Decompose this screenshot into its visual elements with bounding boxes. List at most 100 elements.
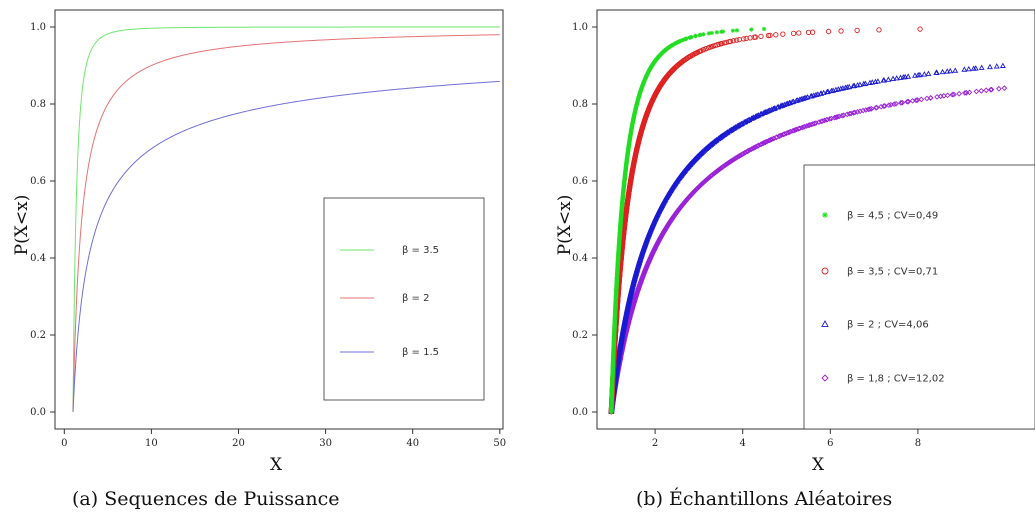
- panel-b-point: [778, 132, 784, 139]
- panel-b-point: [949, 91, 956, 98]
- panel-b-point: [899, 99, 906, 106]
- panel-b-point: [913, 97, 919, 104]
- panel-b-point: [916, 71, 923, 78]
- panel-b-point: [796, 30, 802, 36]
- panel-b-point: [813, 91, 820, 98]
- panel-b-caption: (b) Échantillons Aléatoires: [636, 488, 893, 510]
- panel-a-series-line-3: [72, 80, 500, 413]
- panel-b-point: [869, 79, 876, 85]
- panel-a-x-tick-label: 50: [493, 438, 506, 449]
- panel-b-point: [831, 114, 838, 121]
- panel-a-x-tick-label: 20: [232, 438, 245, 449]
- panel-a-series-line-2: [72, 34, 500, 412]
- panel-b-point: [670, 42, 676, 47]
- panel-b-x-tick-label: 2: [652, 438, 658, 449]
- panel-b-point: [796, 125, 803, 132]
- panel-b-point: [852, 109, 858, 116]
- panel-a-x-tick-label: 40: [406, 438, 419, 449]
- panel-b-point: [947, 67, 954, 74]
- panel-b-point: [766, 137, 773, 144]
- panel-b-legend-marker: [821, 374, 829, 382]
- panel-b-point: [952, 67, 959, 73]
- panel-b-point: [944, 68, 951, 74]
- panel-b-legend-label: β = 3,5 ; CV=0,71: [847, 267, 938, 278]
- panel-b-point: [881, 103, 887, 109]
- panel-b-point: [769, 136, 775, 143]
- panel-b-point: [951, 91, 957, 98]
- panel-b-point: [876, 27, 882, 33]
- panel-b-point: [927, 95, 934, 101]
- panel-b-point: [736, 36, 742, 43]
- panel-b-point: [799, 124, 806, 131]
- panel-a-caption: (a) Sequences de Puissance: [72, 488, 340, 510]
- panel-b-point: [733, 37, 740, 43]
- panel-b-legend-marker: [821, 267, 829, 275]
- panel-b-point: [965, 65, 972, 72]
- panel-b-series-1: [609, 26, 767, 415]
- panel-b-point: [867, 106, 873, 112]
- panel-b-point: [993, 63, 1000, 69]
- panel-b-point: [821, 117, 828, 124]
- panel-b-point: [996, 85, 1002, 92]
- panel-b-point: [810, 29, 816, 35]
- panel-b-legend-label: β = 1,8 ; CV=12,02: [847, 374, 945, 385]
- panel-b-point: [854, 109, 861, 115]
- panel-b-point: [905, 73, 912, 79]
- panel-b-point: [921, 71, 928, 77]
- panel-b-point: [890, 75, 896, 82]
- panel-b-point: [893, 75, 900, 81]
- panel-a-legend-label: β = 2: [402, 293, 429, 304]
- panel-b-point: [819, 118, 826, 124]
- panel-a-y-ticks: 0.0 0.2 0.4 0.6 0.8 1.0: [30, 22, 55, 418]
- panel-b-point: [886, 102, 892, 108]
- panel-b-point: [802, 94, 809, 100]
- panel-a-x-ticks: 0 10 20 30 40 50: [61, 429, 506, 449]
- panel-b-point: [721, 40, 727, 46]
- panel-b-point: [779, 102, 786, 108]
- panel-b-point: [854, 27, 860, 34]
- panel-b-point: [987, 63, 993, 70]
- panel-b-point: [846, 110, 853, 117]
- panel-b-point: [961, 66, 968, 72]
- panel-a-frame: [54, 9, 504, 430]
- panel-b-point: [868, 105, 875, 112]
- panel-b-point: [917, 26, 923, 32]
- panel-b-point: [1001, 85, 1008, 91]
- panel-b-point: [825, 88, 832, 94]
- panel-b-point: [678, 38, 683, 44]
- panel-b-point: [790, 30, 797, 37]
- panel-b-point: [744, 117, 751, 124]
- panel-a-x-tick-label: 10: [145, 438, 158, 449]
- panel-b-y-tick-label: 0.2: [572, 330, 588, 341]
- panel-b-point: [933, 69, 940, 75]
- panel-b-point: [918, 96, 925, 103]
- panel-a-y-tick-label: 0.4: [30, 253, 46, 264]
- panel-a-legend-label: β = 1.5: [402, 347, 439, 358]
- panel-b-legend-marker: [822, 212, 828, 218]
- panel-b-point: [675, 40, 680, 45]
- panel-b-point: [956, 90, 962, 97]
- panel-b-point: [709, 30, 715, 36]
- panel-b-point: [743, 35, 749, 42]
- panel-b-point: [791, 127, 797, 134]
- panel-b-point: [785, 129, 791, 136]
- panel-b-point: [824, 116, 830, 123]
- panel-b-point: [720, 29, 726, 34]
- panel-b-point: [729, 157, 736, 164]
- panel-b-y-tick-label: 0.0: [572, 407, 588, 418]
- panel-b-point: [851, 82, 858, 89]
- panel-b-point: [862, 80, 869, 86]
- panel-b-point: [758, 33, 764, 40]
- panel-b-point: [839, 112, 845, 119]
- panel-b-point: [684, 36, 689, 41]
- panel-b-point: [734, 28, 740, 33]
- panel-b-point: [730, 28, 736, 33]
- panel-a-series-line-1: [72, 26, 500, 412]
- panel-b-point: [856, 81, 863, 87]
- panel-b-point: [893, 100, 899, 107]
- panel-b-point: [834, 114, 841, 120]
- panel-b-x-tick-label: 8: [915, 438, 921, 449]
- panel-b-point: [764, 138, 770, 145]
- panel-b-point: [748, 115, 755, 121]
